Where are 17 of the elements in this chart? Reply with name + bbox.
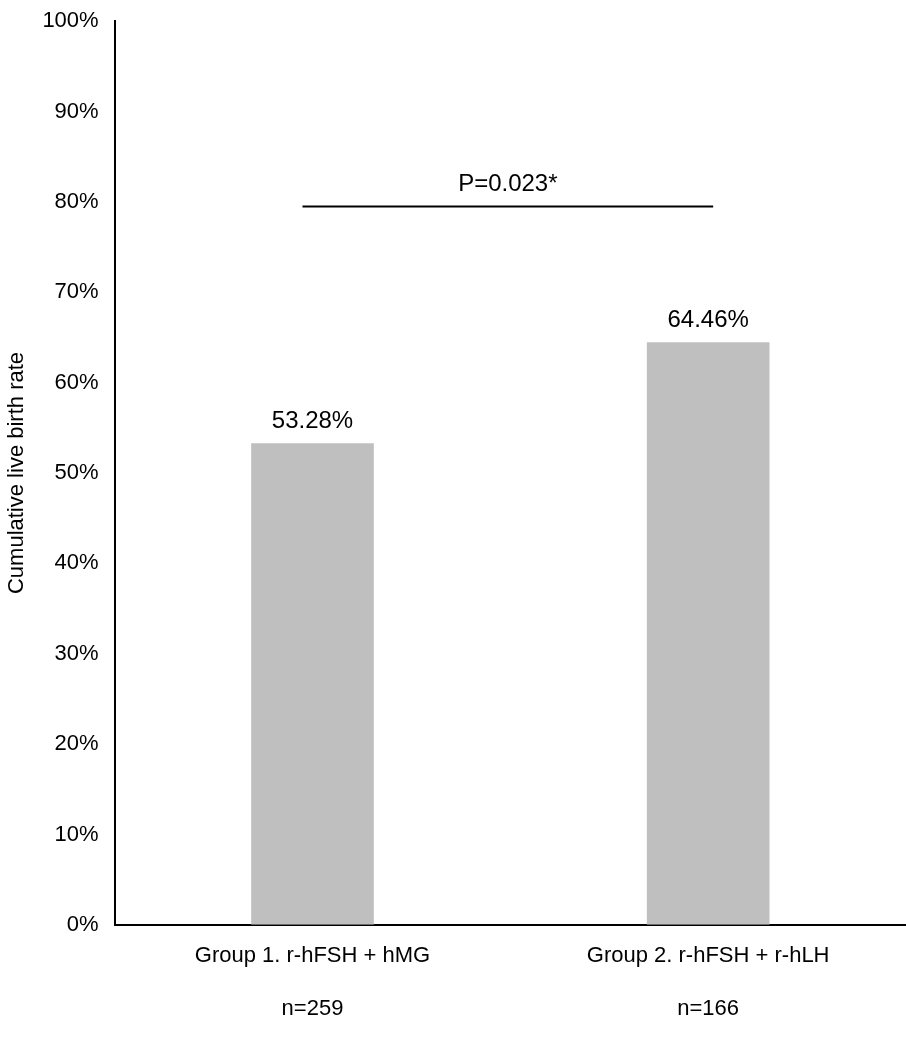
category-label: Group 2. r-hFSH + r-hLH n=166 (586, 942, 830, 1020)
y-tick-label: 60% (54, 368, 99, 394)
y-tick-label: 30% (54, 639, 99, 665)
y-tick-label: 0% (66, 910, 99, 936)
y-axis-title: Cumulative live birth rate (3, 351, 29, 595)
y-tick-label: 100% (42, 7, 99, 33)
data-label: 64.46% (667, 304, 749, 332)
annotation: P=0.023* (458, 169, 558, 197)
y-tick-label: 70% (54, 278, 99, 304)
y-tick-label: 90% (54, 97, 99, 123)
data-label: 53.28% (271, 405, 354, 433)
y-tick-label: 10% (54, 820, 99, 846)
y-tick-label: 40% (54, 549, 99, 575)
y-tick-label: 20% (54, 730, 99, 756)
category-label: Group 1. r-hFSH + hMG n=259 (194, 942, 431, 1020)
y-tick-label: 50% (54, 459, 99, 485)
y-tick-label: 80% (54, 187, 99, 213)
